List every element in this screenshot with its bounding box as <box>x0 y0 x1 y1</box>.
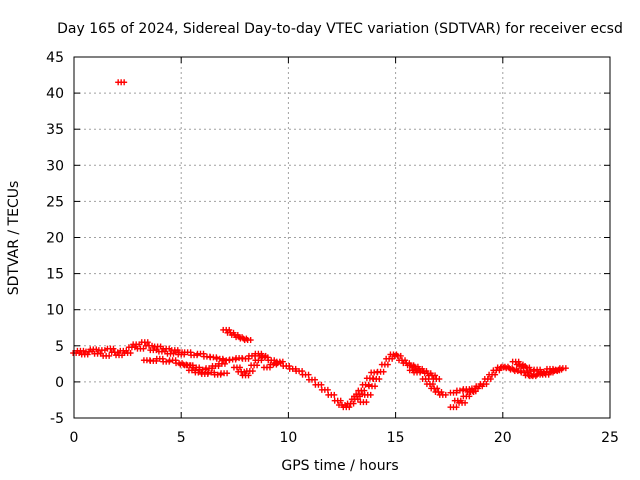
data-point <box>511 368 524 375</box>
data-point <box>430 376 443 383</box>
data-point <box>509 358 522 365</box>
data-point <box>466 388 479 395</box>
data-point <box>550 367 563 374</box>
data-point <box>368 369 381 376</box>
data-point <box>460 393 473 400</box>
x-tick-label: 5 <box>177 430 186 446</box>
data-point <box>486 371 499 378</box>
x-tick-labels: 0 5 10 15 20 25 <box>70 430 619 446</box>
chart-title: Day 165 of 2024, Sidereal Day-to-day VTE… <box>57 21 623 37</box>
data-point <box>115 79 128 86</box>
data-point <box>340 404 353 411</box>
y-tick-label: 30 <box>46 158 64 174</box>
data-point <box>436 391 449 398</box>
data-point <box>359 381 372 388</box>
grid-lines <box>74 57 610 418</box>
data-point <box>460 386 473 393</box>
y-tick-label: 25 <box>46 194 64 210</box>
data-point <box>248 362 261 369</box>
data-point <box>241 337 254 344</box>
data-point <box>374 368 387 375</box>
data-point <box>305 376 318 383</box>
data-point <box>378 361 391 368</box>
data-point <box>406 367 419 374</box>
data-points <box>70 79 569 411</box>
y-tick-label: 40 <box>46 86 64 102</box>
data-point <box>218 370 231 377</box>
y-tick-label: 35 <box>46 122 64 138</box>
y-tick-label: 5 <box>55 339 64 355</box>
data-point <box>243 368 256 375</box>
data-point <box>200 353 213 360</box>
data-point <box>280 363 293 370</box>
data-point <box>490 367 503 374</box>
data-point <box>312 381 325 388</box>
data-point <box>391 352 404 359</box>
data-point <box>220 326 233 333</box>
data-point <box>100 352 113 359</box>
data-point <box>140 357 153 364</box>
y-tick-labels: -5 0 5 10 15 20 25 30 35 40 45 <box>46 50 64 427</box>
data-point <box>331 397 344 404</box>
data-point <box>351 393 364 400</box>
data-point <box>138 339 151 346</box>
data-point <box>344 400 357 407</box>
data-point <box>477 381 490 388</box>
data-point <box>411 369 424 376</box>
data-point <box>456 399 469 406</box>
data-point <box>235 368 248 375</box>
data-point <box>239 355 252 362</box>
data-point <box>121 350 134 357</box>
data-point <box>355 387 368 394</box>
x-tick-label: 0 <box>70 430 79 446</box>
data-point <box>325 391 338 398</box>
data-point <box>423 381 436 388</box>
data-point <box>318 386 331 393</box>
data-point <box>451 397 464 404</box>
data-point <box>134 345 147 352</box>
data-point <box>366 383 379 390</box>
data-point <box>357 399 370 406</box>
data-point <box>370 376 383 383</box>
data-point <box>361 391 374 398</box>
data-point <box>432 389 445 396</box>
data-point <box>215 360 228 367</box>
data-point <box>87 346 100 353</box>
axis-ticks <box>73 56 611 419</box>
x-tick-label: 20 <box>494 430 512 446</box>
data-point <box>426 372 439 379</box>
data-point <box>260 364 273 371</box>
data-point <box>481 376 494 383</box>
data-point <box>91 350 104 357</box>
data-point <box>447 404 460 411</box>
x-tick-label: 10 <box>279 430 297 446</box>
data-point <box>239 372 252 379</box>
y-tick-label: 0 <box>55 375 64 391</box>
data-point <box>74 347 87 354</box>
data-point <box>104 345 117 352</box>
y-tick-label: 10 <box>46 303 64 319</box>
data-point <box>168 347 181 354</box>
x-tick-label: 25 <box>601 430 619 446</box>
data-point <box>404 362 417 369</box>
y-tick-label: -5 <box>50 411 64 427</box>
data-point <box>299 371 312 378</box>
y-tick-label: 15 <box>46 267 64 283</box>
data-point <box>419 376 432 383</box>
data-point <box>164 350 177 357</box>
data-point <box>363 375 376 382</box>
y-tick-label: 45 <box>46 50 64 66</box>
data-point <box>230 364 243 371</box>
data-point <box>513 361 526 368</box>
data-point <box>237 335 250 342</box>
x-axis-title: GPS time / hours <box>281 458 398 474</box>
data-point <box>428 385 441 392</box>
y-tick-label: 20 <box>46 231 64 247</box>
x-tick-label: 15 <box>387 430 405 446</box>
data-point <box>220 357 233 364</box>
y-axis-title: SDTVAR / TECUs <box>6 181 22 296</box>
